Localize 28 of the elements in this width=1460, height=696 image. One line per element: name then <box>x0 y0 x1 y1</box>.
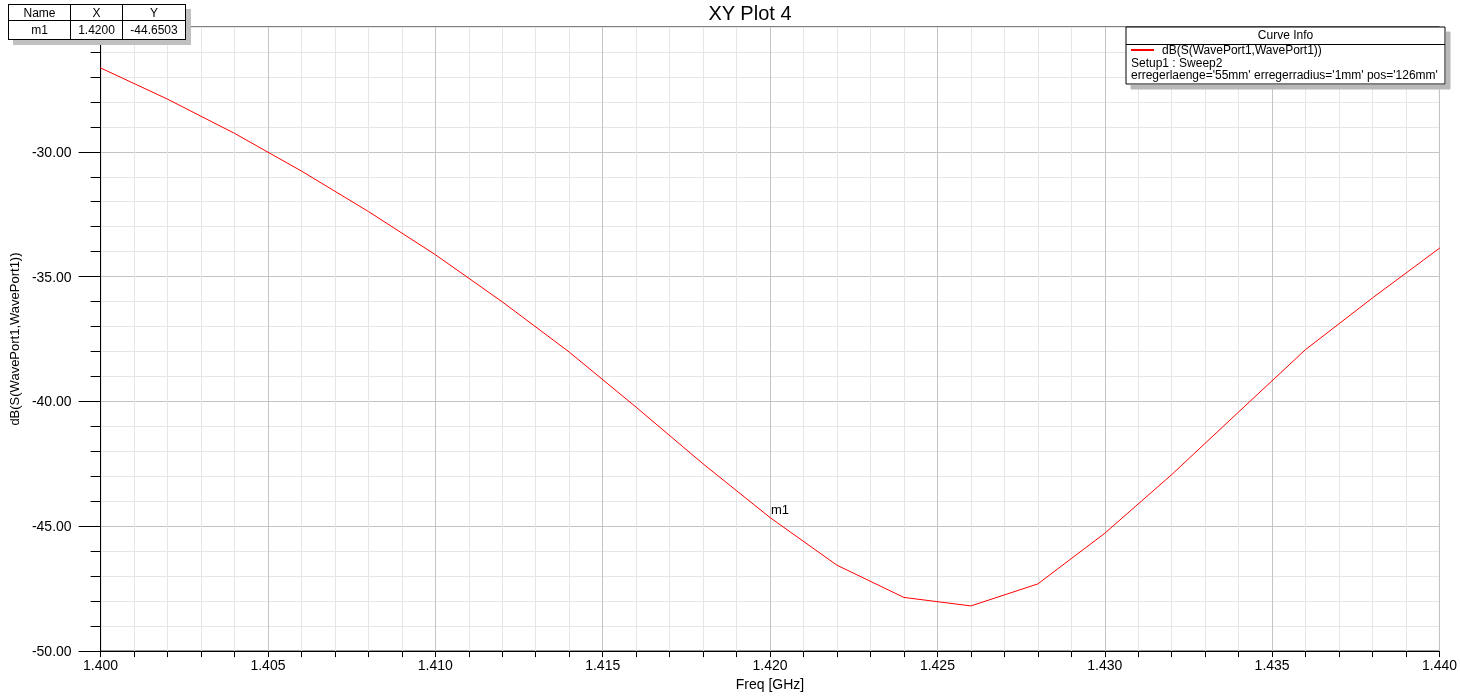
x-tick-label: 1.440 <box>1421 657 1458 674</box>
annotation: 1.4200 <box>70 20 123 40</box>
legend-title: Curve Info <box>1257 28 1314 42</box>
y-tick-label: -50.00 <box>31 643 72 660</box>
annotation: -44.6503 <box>122 20 186 40</box>
y-tick-label: -30.00 <box>31 143 72 160</box>
x-tick-label: 1.400 <box>83 657 119 674</box>
text: m1 <box>31 23 48 37</box>
text: X <box>92 5 101 20</box>
x-axis-title: Freq [GHz] <box>735 676 805 692</box>
text: Name <box>23 5 56 20</box>
legend-label: dB(S(WavePort1,WavePort1)) <box>1162 43 1322 57</box>
x-tick-label: 1.420 <box>752 657 788 674</box>
y-axis-title: dB(S(WavePort1,WavePort1)) <box>7 252 22 426</box>
y-tick-label: -35.00 <box>31 268 72 285</box>
chart-title: XY Plot 4 <box>708 2 792 24</box>
y-tick-label: -45.00 <box>31 518 72 535</box>
text: Y <box>149 5 158 20</box>
x-tick-label: 1.415 <box>585 657 621 674</box>
y-tick-label: -40.00 <box>31 393 72 410</box>
annotation: m1 <box>771 501 790 517</box>
x-tick-label: 1.435 <box>1254 657 1290 674</box>
annotation: erregerlaenge='55mm' erregerradius='1mm' pos='126mm' <box>1131 68 1438 82</box>
x-tick-label: 1.410 <box>417 657 454 674</box>
annotation: Setup1 : Sweep2 <box>1131 56 1223 70</box>
x-tick-label: 1.425 <box>919 657 956 674</box>
x-tick-label: 1.405 <box>250 657 286 674</box>
x-tick-label: 1.430 <box>1087 657 1123 674</box>
